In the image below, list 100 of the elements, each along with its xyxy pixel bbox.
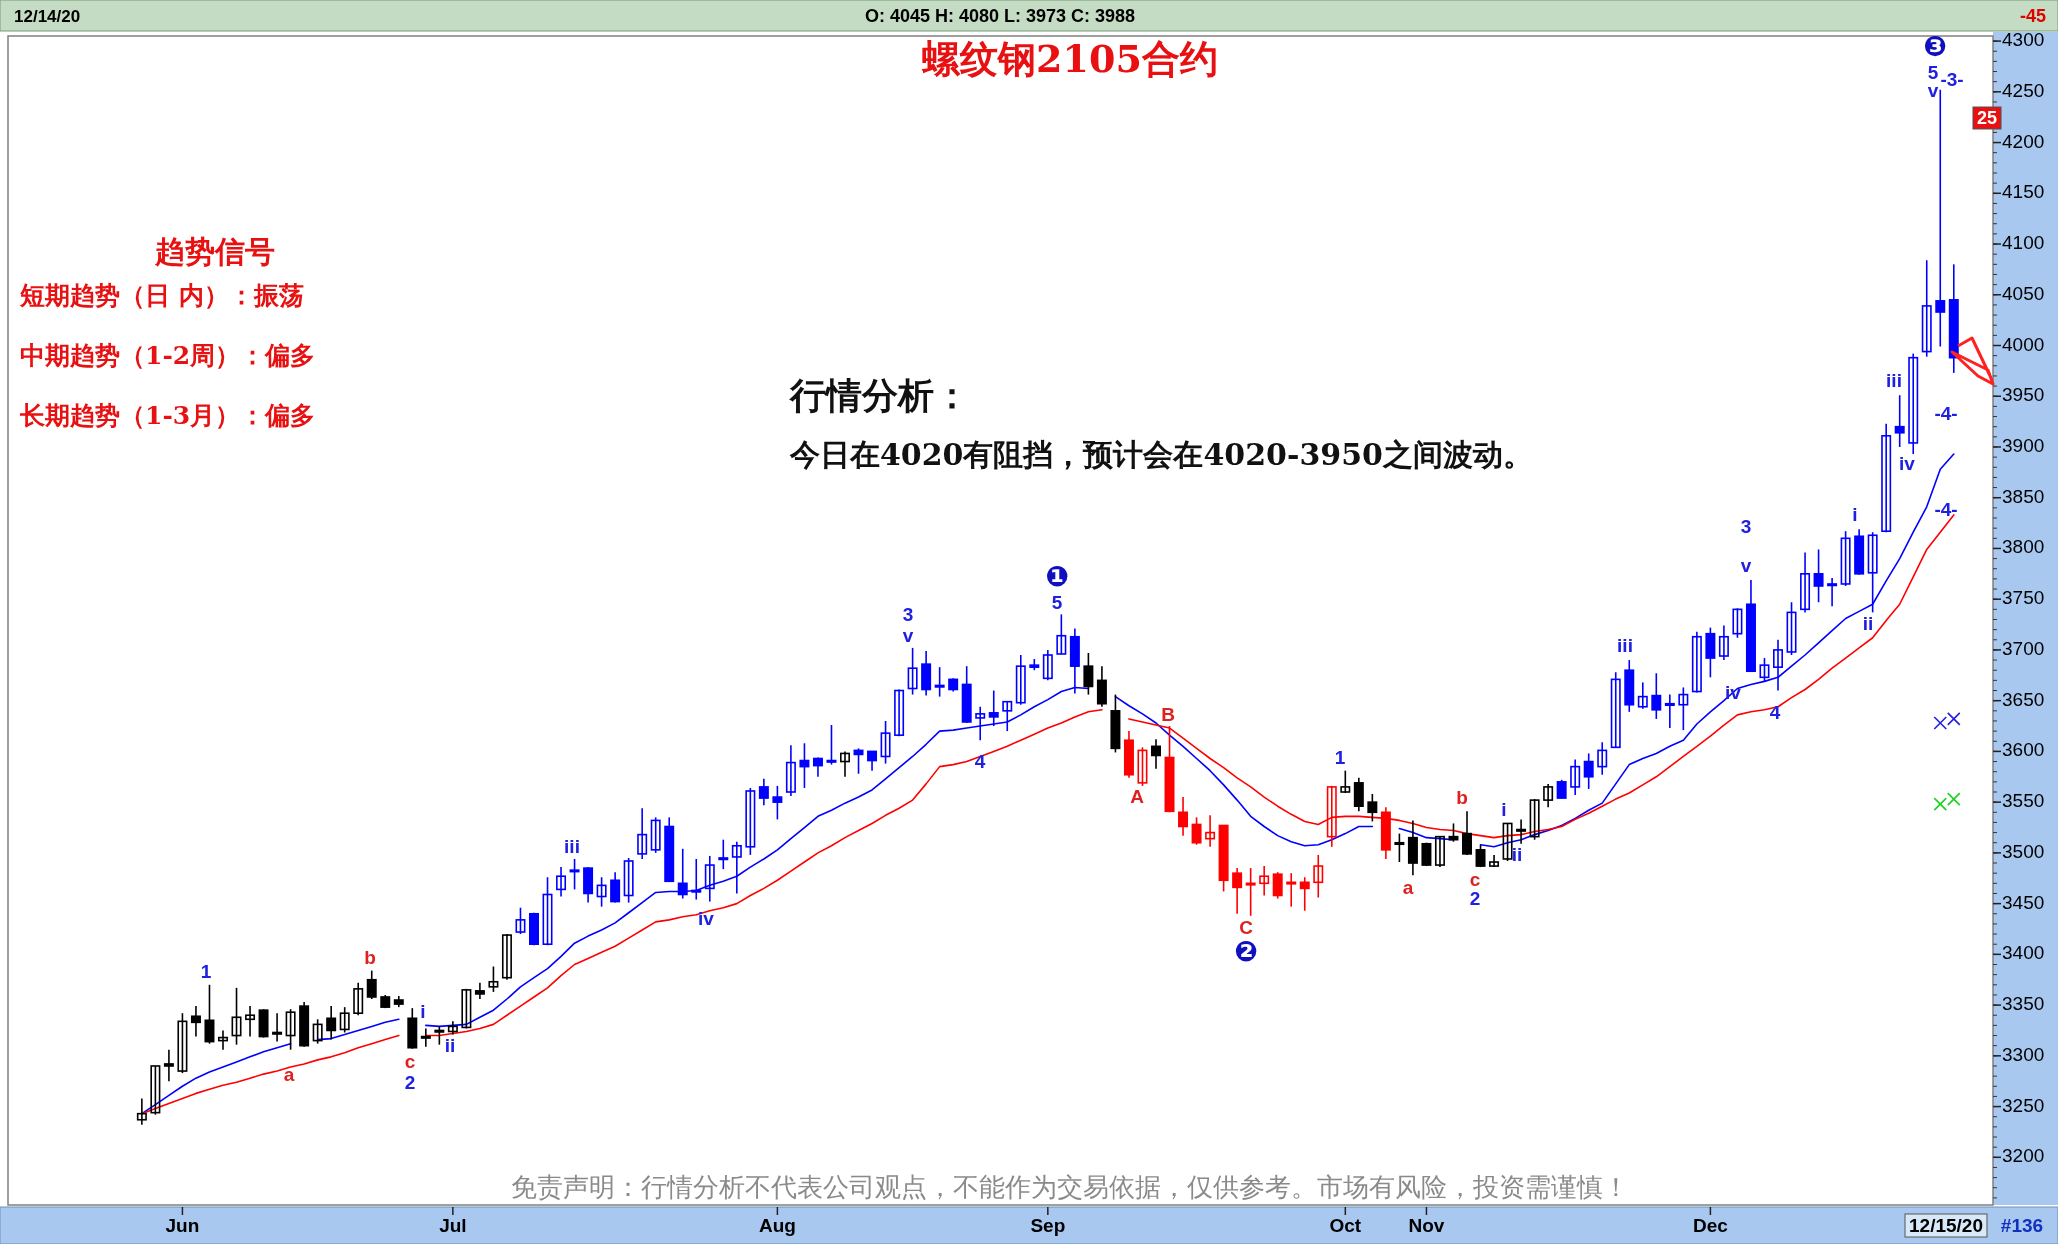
- candlestick: [785, 744, 796, 797]
- annotation: ❸: [1923, 31, 1947, 63]
- candlestick: [1921, 259, 1932, 358]
- annotation: 短期趋势（日 内）：振荡: [19, 281, 304, 310]
- y-tick-label: 3750: [2002, 587, 2045, 609]
- candlestick: [1664, 693, 1675, 729]
- y-tick-label: 4050: [2002, 282, 2045, 304]
- candlestick: [812, 756, 823, 778]
- candlestick: [1773, 638, 1783, 692]
- y-tick-label: 3250: [2002, 1094, 2045, 1116]
- y-tick-label: 4000: [2002, 333, 2045, 355]
- y-tick-label: 3950: [2002, 384, 2045, 406]
- candlestick: [731, 840, 742, 895]
- x-tick-label: Nov: [1408, 1215, 1445, 1236]
- candlestick: [1299, 876, 1310, 912]
- candlestick: [677, 848, 688, 900]
- candlestick: [326, 1005, 337, 1041]
- candlestick: [1083, 652, 1094, 696]
- candlestick: [1502, 822, 1513, 862]
- candlestick: [1286, 872, 1297, 908]
- candlestick: [420, 1027, 431, 1048]
- annotation: ❶: [1045, 561, 1069, 593]
- x-tick-label: Jul: [439, 1215, 467, 1236]
- annotation: ❷: [1234, 936, 1258, 968]
- text: 12/15/20: [1909, 1215, 1983, 1236]
- candlestick: [177, 1012, 188, 1074]
- candlestick: [894, 688, 905, 737]
- candlestick: [1718, 624, 1729, 661]
- candlestick: [880, 720, 891, 765]
- annotation: 3: [902, 604, 914, 626]
- annotation: -4-: [1934, 403, 1958, 425]
- x-tick-label: Jun: [165, 1215, 200, 1236]
- candlestick: [1516, 818, 1527, 845]
- text: 12/14/20: [14, 7, 81, 26]
- y-tick-label: 3450: [2002, 891, 2045, 913]
- candlestick: [1570, 758, 1581, 796]
- candlestick: [569, 858, 580, 891]
- candlestick: [1056, 613, 1067, 655]
- candlestick: [637, 807, 648, 860]
- candlestick: [1894, 394, 1905, 448]
- candlestick: [1786, 601, 1797, 656]
- annotation: 趋势信号: [154, 234, 275, 269]
- candlestick: [190, 1005, 201, 1038]
- candlestick: [1191, 816, 1202, 846]
- candlestick: [1908, 352, 1919, 455]
- annotation: 行情分析：: [789, 374, 970, 416]
- y-tick-label: 3300: [2002, 1043, 2045, 1065]
- x-tick-label: Oct: [1329, 1215, 1362, 1236]
- annotation: iii: [564, 836, 580, 858]
- candlestick: [353, 981, 364, 1017]
- candlestick: [136, 1097, 147, 1126]
- candlestick: [1462, 810, 1472, 856]
- annotation: ii: [444, 1035, 456, 1057]
- annotation: c: [1469, 869, 1481, 891]
- candlestick: [488, 965, 499, 993]
- y-tick-label: 4150: [2002, 181, 2045, 203]
- candlestick: [285, 1008, 296, 1051]
- candlestick: [1732, 607, 1743, 639]
- candlestick: [1448, 822, 1459, 843]
- candlestick: [1272, 871, 1283, 900]
- candlestick: [1597, 741, 1608, 776]
- annotation: C: [1239, 917, 1254, 939]
- candlestick: [934, 666, 945, 698]
- annotation: c: [404, 1051, 416, 1073]
- annotation: 1: [200, 961, 212, 983]
- annotation: iv: [1899, 453, 1916, 475]
- annotation: A: [1130, 786, 1145, 808]
- candlestick: [461, 988, 472, 1030]
- candlestick: [1827, 577, 1838, 608]
- candlestick: [840, 750, 850, 778]
- candlestick: [1394, 832, 1405, 863]
- candlestick: [1529, 798, 1540, 841]
- y-tick-label: 3350: [2002, 993, 2045, 1015]
- candlestick: [542, 876, 553, 947]
- y-tick-label: 3700: [2002, 637, 2045, 659]
- candlestick: [596, 876, 607, 908]
- candlestick: [339, 1006, 350, 1034]
- y-tick-label: 3850: [2002, 485, 2045, 507]
- candlestick: [1015, 654, 1026, 706]
- candlestick: [1367, 793, 1378, 823]
- text: #136: [2000, 1215, 2044, 1236]
- candlestick: [1326, 785, 1337, 848]
- candlestick: [826, 724, 837, 766]
- candlestick: [1205, 814, 1216, 848]
- candlestick: [704, 855, 715, 903]
- candlestick: [1259, 865, 1270, 897]
- annotation: a: [283, 1064, 295, 1086]
- annotation: 4: [974, 751, 986, 773]
- candlestick: [1096, 665, 1107, 708]
- y-tick-label: 3400: [2002, 942, 2045, 964]
- x-tick-label: Aug: [758, 1215, 796, 1236]
- candlestick: [231, 987, 242, 1046]
- candlestick: [745, 787, 756, 856]
- candlestick: [1178, 796, 1189, 837]
- candlestick: [772, 785, 783, 821]
- candlestick: [975, 705, 986, 742]
- text: 25: [1976, 108, 1998, 128]
- candlestick: [1813, 548, 1824, 604]
- candlestick: [150, 1065, 161, 1116]
- candlestick: [1881, 422, 1892, 534]
